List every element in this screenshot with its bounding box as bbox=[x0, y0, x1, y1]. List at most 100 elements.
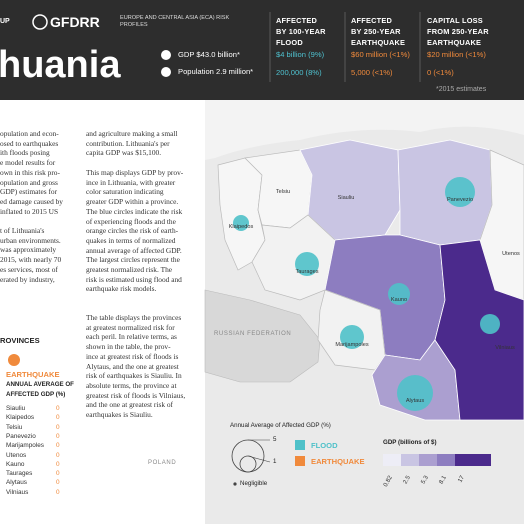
province-name: Klaipedos bbox=[6, 414, 35, 422]
flood-circle bbox=[388, 283, 410, 305]
province-name: Utenos bbox=[6, 451, 27, 459]
body-line: This map displays GDP by prov- bbox=[86, 168, 184, 177]
size-legend bbox=[231, 439, 305, 486]
header-band bbox=[0, 0, 524, 100]
province-name: Panevezio bbox=[6, 432, 36, 440]
province-label: Vilniaus bbox=[495, 345, 515, 351]
body-line: es services, most of bbox=[0, 264, 58, 274]
flood-circle bbox=[397, 375, 433, 411]
province-value: 0 bbox=[56, 479, 60, 487]
province-label: Panevezio bbox=[447, 197, 473, 203]
column-value: 200,000 (8%) bbox=[276, 68, 322, 77]
legend-title: Annual Average of Affected GDP (%) bbox=[230, 422, 331, 429]
province-label: Taurages bbox=[295, 269, 318, 275]
body-line: The largest circles represent the bbox=[86, 255, 180, 265]
legend-earthquake: EARTHQUAKE bbox=[311, 457, 365, 466]
column-title: CAPITAL LOSS bbox=[427, 16, 483, 25]
province-label: Telsiu bbox=[276, 189, 290, 195]
province-label: Kauno bbox=[391, 297, 407, 303]
flood-circle bbox=[480, 314, 500, 334]
column-value: 0 (<1%) bbox=[427, 68, 454, 77]
column-title: BY 100-YEAR bbox=[276, 27, 326, 36]
legend-negligible: Negligible bbox=[240, 480, 268, 487]
body-line: orange circles the risk of earth- bbox=[86, 226, 179, 236]
earthquake-icon bbox=[8, 354, 20, 366]
body-line: GDP) estimates for bbox=[0, 187, 58, 197]
flood-circle bbox=[233, 215, 249, 231]
body-line: earthquake risk models. bbox=[86, 284, 157, 294]
header-decor bbox=[8, 12, 421, 366]
body-line: t of Lithuania's bbox=[0, 226, 45, 235]
logo-icon bbox=[32, 14, 48, 30]
gdp-tick-label: 0.82 bbox=[383, 474, 394, 488]
column-value: 5,000 (<1%) bbox=[351, 68, 393, 77]
body-line: was approximately bbox=[0, 245, 57, 255]
body-line: opulation and econ- bbox=[0, 129, 59, 138]
province-label: Alytaus bbox=[406, 398, 425, 404]
province-value: 0 bbox=[56, 460, 60, 468]
column-title: AFFECTED bbox=[351, 16, 393, 25]
text-background bbox=[0, 100, 205, 524]
column-value: $60 million (<1%) bbox=[351, 50, 410, 59]
body-line: 2015, with nearly 70 bbox=[0, 255, 62, 265]
column-title: FROM 250-YEAR bbox=[427, 27, 489, 36]
province-name: Telsiu bbox=[6, 423, 23, 431]
body-line: The blue circles indicate the risk bbox=[86, 206, 183, 216]
body-line: and the one at greatest risk of bbox=[86, 400, 174, 410]
province-panevezio bbox=[397, 139, 493, 246]
column-title: BY 250-YEAR bbox=[351, 27, 401, 36]
body-line: own in this risk pro- bbox=[0, 167, 60, 177]
gdp-swatch bbox=[437, 454, 455, 466]
province-name: Marijampoles bbox=[6, 442, 45, 450]
body-line: ith floods posing bbox=[0, 148, 50, 158]
body-line: color saturation indicating bbox=[86, 187, 164, 197]
body-line: shown in the table, the prov- bbox=[86, 342, 171, 352]
gdp-swatch bbox=[383, 454, 401, 466]
legend-dot bbox=[233, 482, 237, 486]
population-icon bbox=[161, 67, 171, 77]
body-line: The table displays the provinces bbox=[86, 313, 182, 322]
flood-circles bbox=[233, 177, 500, 411]
province-value: 0 bbox=[56, 414, 60, 422]
province-taurages bbox=[251, 214, 336, 301]
body-line: inflated to 2015 US bbox=[0, 206, 59, 216]
body-line: at greatest normalized risk for bbox=[86, 322, 175, 332]
gdp-swatch bbox=[419, 454, 437, 466]
province-value: 0 bbox=[56, 488, 60, 496]
earthquake-swatch bbox=[295, 456, 305, 466]
province-name: Siauliu bbox=[6, 405, 26, 412]
body-line: Alytaus, and the one at greatest bbox=[86, 361, 179, 371]
column-title: AFFECTED bbox=[276, 16, 318, 25]
province-name: Kauno bbox=[6, 460, 25, 468]
flood-circle bbox=[340, 325, 364, 349]
estimate-note: *2015 estimates bbox=[436, 86, 487, 93]
flood-circle bbox=[295, 252, 319, 276]
province-label: Siauliu bbox=[338, 195, 355, 201]
body-line: earthquakes is Siauliu. bbox=[86, 410, 153, 419]
column-title: EARTHQUAKE bbox=[351, 38, 406, 47]
province-value: 0 bbox=[56, 405, 60, 412]
province-value: 0 bbox=[56, 423, 60, 431]
body-line: ince in Lithuania, with greater bbox=[86, 177, 176, 187]
gdp-tick-label: 17 bbox=[457, 474, 466, 483]
table-heading: ROVINCES bbox=[0, 336, 40, 345]
gdp-tick-label: 2.5 bbox=[403, 474, 413, 485]
province-value: 0 bbox=[56, 442, 60, 450]
group-fragment: UP bbox=[0, 18, 10, 25]
body-line: each peril. In relative terms, as bbox=[86, 332, 177, 342]
gdp-swatch bbox=[401, 454, 419, 466]
gdp-tick-label: 5.3 bbox=[421, 474, 431, 485]
body-line: greatest normalized risk. The bbox=[86, 265, 173, 274]
russia-region bbox=[204, 289, 321, 383]
flood-swatch bbox=[295, 440, 305, 450]
body-line: absolute terms, the province at bbox=[86, 380, 177, 390]
province-name: Alytaus bbox=[6, 479, 27, 487]
province-value: 0 bbox=[56, 432, 60, 440]
body-line: capita GDP was $15,100. bbox=[86, 148, 162, 158]
series-title: EUROPE AND CENTRAL ASIA (ECA) RISK PROFI… bbox=[120, 15, 230, 29]
legend-size-label: 5 bbox=[273, 436, 277, 443]
body-line: ince at greatest risk of floods is bbox=[86, 351, 179, 361]
gdp-stat: GDP $43.0 billion* bbox=[178, 50, 240, 59]
province-name: Vilniaus bbox=[6, 488, 29, 496]
